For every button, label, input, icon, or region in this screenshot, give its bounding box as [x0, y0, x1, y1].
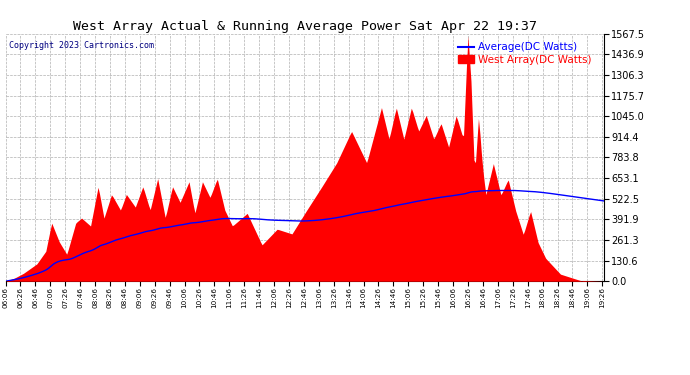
Legend: Average(DC Watts), West Array(DC Watts): Average(DC Watts), West Array(DC Watts): [457, 41, 593, 66]
Title: West Array Actual & Running Average Power Sat Apr 22 19:37: West Array Actual & Running Average Powe…: [72, 20, 537, 33]
Text: Copyright 2023 Cartronics.com: Copyright 2023 Cartronics.com: [8, 41, 153, 50]
